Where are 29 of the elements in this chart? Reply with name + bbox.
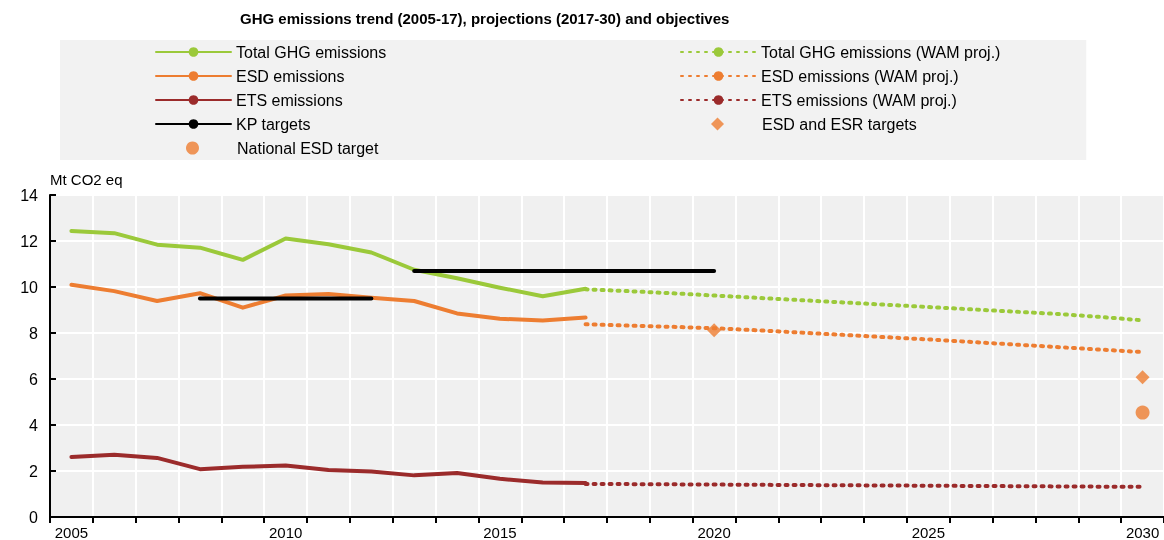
- point: [1135, 370, 1150, 385]
- y-tick-label: 10: [20, 278, 39, 296]
- chart-title: GHG emissions trend (2005-17), projections (2017-30) and objectives: [240, 10, 730, 27]
- legend-label: KP targets: [236, 115, 311, 133]
- x-tick-label: 2005: [54, 524, 89, 540]
- legend-label: National ESD target: [237, 139, 379, 157]
- y-tick-label: 4: [29, 416, 39, 434]
- y-tick-label: 8: [29, 324, 39, 342]
- line-series: [69, 282, 588, 323]
- legend-label: ESD emissions (WAM proj.): [761, 67, 959, 85]
- y-tick-label: 2: [29, 462, 39, 480]
- legend-label: Total GHG emissions: [236, 43, 387, 61]
- x-tick-label: 2010: [268, 524, 303, 540]
- y-axis-title: Mt CO2 eq: [50, 171, 123, 188]
- y-tick-label: 0: [29, 508, 39, 526]
- y-tick-label: 14: [20, 186, 39, 204]
- x-tick-label: 2025: [911, 524, 946, 540]
- point: [707, 323, 722, 338]
- legend-label: ETS emissions: [236, 91, 343, 109]
- y-tick-label: 12: [20, 232, 39, 250]
- legend-label: ETS emissions (WAM proj.): [761, 91, 957, 109]
- x-tick-label: 2015: [483, 524, 517, 540]
- x-tick-label: 2020: [697, 524, 731, 540]
- x-tick-label: 2030: [1125, 524, 1160, 540]
- legend-label: ESD emissions: [236, 67, 345, 85]
- point: [1135, 405, 1150, 420]
- legend-label: Total GHG emissions (WAM proj.): [761, 43, 1001, 61]
- legend-label: ESD and ESR targets: [762, 115, 917, 133]
- y-tick-label: 6: [29, 370, 39, 388]
